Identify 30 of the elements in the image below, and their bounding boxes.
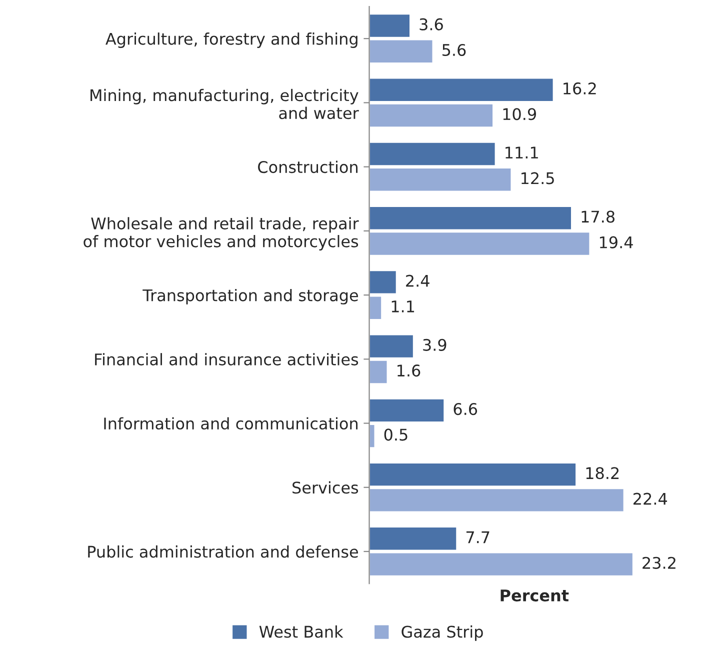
data-label: 19.4 xyxy=(600,236,633,248)
data-label: 5.6 xyxy=(442,44,466,56)
x-axis-title: Percent xyxy=(500,590,569,602)
data-label: 2.4 xyxy=(406,274,430,287)
y-tick-label: Financial and insurance activities xyxy=(95,353,358,366)
y-tick-label: Agriculture, forestry and fishing xyxy=(106,32,358,48)
y-tick-label: Services xyxy=(292,481,358,494)
data-label: 22.4 xyxy=(634,492,668,505)
data-label: 3.6 xyxy=(420,18,443,30)
data-label: 7.7 xyxy=(466,531,490,544)
y-tick-label: Construction xyxy=(258,160,358,174)
y-tick-label: Transportation and storage xyxy=(142,288,358,304)
data-label: 18.2 xyxy=(586,467,619,480)
data-label: 11.1 xyxy=(506,146,538,158)
data-label: 17.8 xyxy=(582,210,614,223)
data-label: 23.2 xyxy=(642,556,676,569)
y-tick-label: Public administration and defense xyxy=(88,545,358,558)
y-tick-label: Wholesale and retail trade, repair of motor vehicles and motorcycles xyxy=(84,217,359,250)
data-label: 1.1 xyxy=(392,300,414,312)
data-label: 16.2 xyxy=(564,82,596,94)
legend-label: Gaza Strip xyxy=(402,625,483,641)
data-label: 12.5 xyxy=(522,172,554,184)
y-tick-label: Information and communication xyxy=(104,417,358,430)
data-label: 10.9 xyxy=(503,108,536,120)
data-label: 1.6 xyxy=(398,364,420,377)
legend-label: West Bank xyxy=(259,625,344,638)
data-label: 6.6 xyxy=(454,402,478,416)
data-label: 3.9 xyxy=(423,338,446,351)
y-tick-label: Mining, manufacturing, electricity and water xyxy=(90,88,359,120)
data-label: 0.5 xyxy=(384,428,408,441)
